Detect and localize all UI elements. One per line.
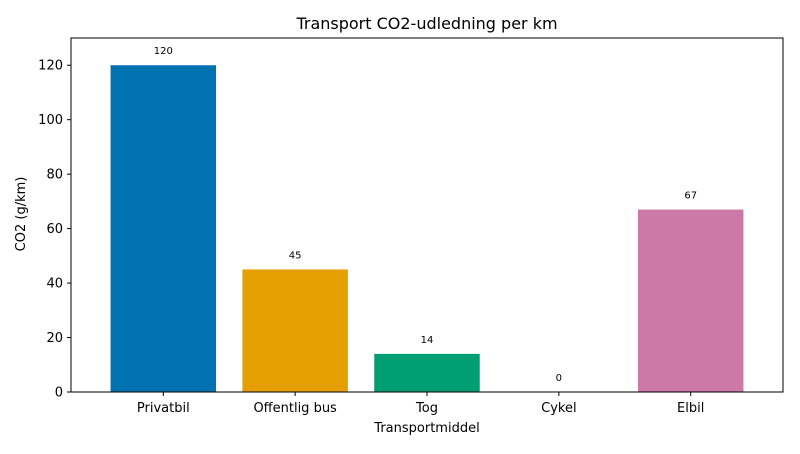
x-tick-label: Tog bbox=[415, 401, 438, 416]
x-tick-label: Cykel bbox=[541, 401, 576, 416]
x-tick-label: Privatbil bbox=[137, 401, 190, 416]
data-label: 67 bbox=[684, 191, 697, 202]
bar-offentlig-bus bbox=[242, 269, 348, 392]
y-tick-label: 120 bbox=[38, 59, 63, 74]
plot-area: 120 45 14 0 67 0 20 40 60 80 100 120 Privatbil Offent… bbox=[38, 37, 784, 416]
y-tick-label: 20 bbox=[46, 331, 63, 346]
x-axis-label: Transportmiddel bbox=[373, 421, 479, 436]
y-tick-label: 0 bbox=[55, 386, 63, 401]
y-tick-label: 60 bbox=[46, 222, 63, 237]
data-label: 45 bbox=[289, 250, 302, 261]
x-tick-label: Elbil bbox=[677, 401, 704, 416]
data-label: 120 bbox=[154, 46, 173, 57]
y-tick-label: 80 bbox=[46, 168, 63, 183]
data-label: 14 bbox=[421, 335, 434, 346]
data-label: 0 bbox=[556, 373, 562, 384]
chart-title: Transport CO2-udledning per km bbox=[295, 14, 557, 33]
x-tick-label: Offentlig bus bbox=[253, 401, 337, 416]
bar-elbil bbox=[637, 209, 744, 392]
y-tick-label: 100 bbox=[38, 113, 63, 128]
bar-privatbil bbox=[110, 65, 217, 392]
y-tick-label: 40 bbox=[46, 277, 63, 292]
y-axis-label: CO2 (g/km) bbox=[14, 177, 29, 252]
bar-tog bbox=[374, 353, 480, 392]
